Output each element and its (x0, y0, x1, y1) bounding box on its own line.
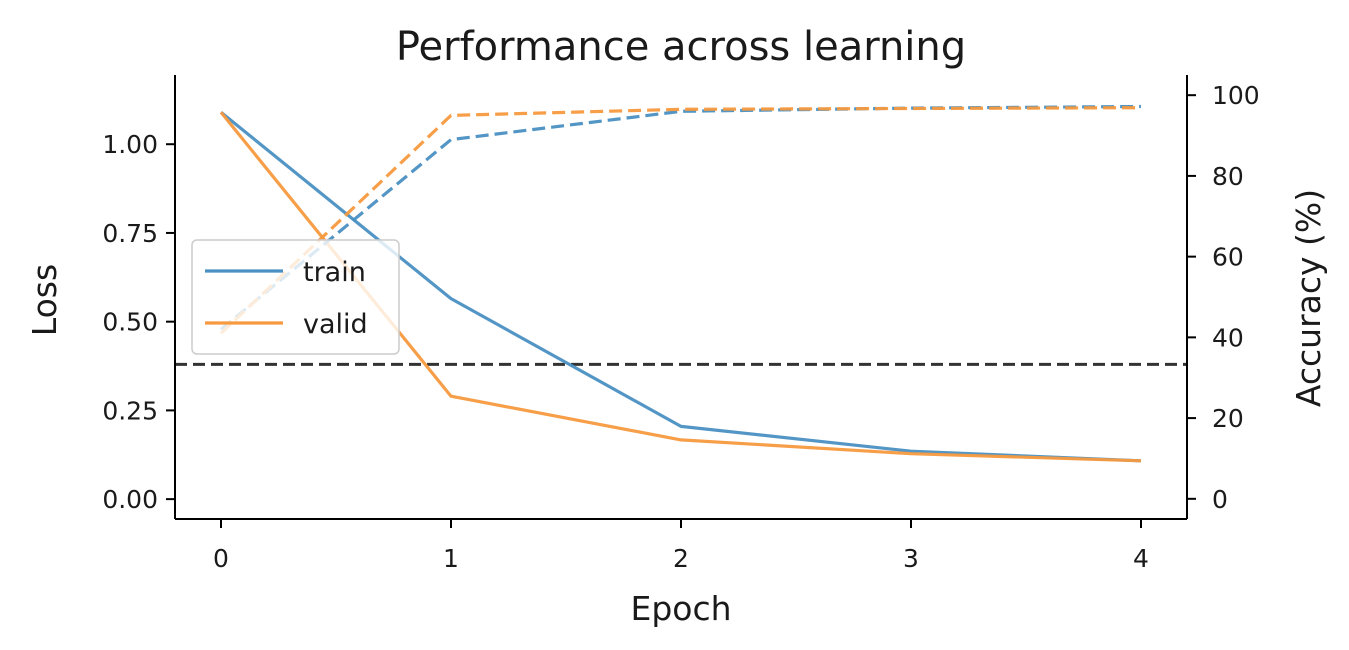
y-tick-label: 0.75 (102, 219, 158, 248)
y-tick-label: 1.00 (102, 130, 158, 159)
y2-tick-label: 0 (1212, 485, 1228, 514)
legend: train valid (191, 239, 400, 355)
x-tick-label: 1 (443, 544, 459, 573)
x-tick-label: 2 (673, 544, 689, 573)
x-axis-title: Epoch (630, 589, 731, 628)
loss-line-train (219, 111, 1142, 463)
y2-tick-label: 40 (1212, 323, 1244, 352)
legend-label-train: train (303, 257, 366, 288)
y2-tick-label: 100 (1212, 81, 1260, 110)
y-tick-label: 0.00 (102, 485, 158, 514)
ticks: 0 1 2 3 4 0.00 0.25 0.50 0.75 1.00 0 20 40 60 80 100 (102, 81, 1259, 573)
y-tick-label: 0.50 (102, 308, 158, 337)
y-tick-label: 0.25 (102, 396, 158, 425)
x-tick-label: 4 (1133, 544, 1149, 573)
legend-label-valid: valid (303, 309, 368, 340)
x-tick-label: 0 (213, 544, 229, 573)
y2-tick-label: 60 (1212, 243, 1244, 272)
y-axis-title: Loss (25, 264, 64, 336)
y2-tick-label: 20 (1212, 404, 1244, 433)
y2-tick-label: 80 (1212, 162, 1244, 191)
legend-box (191, 239, 400, 355)
accuracy-line-series-2 (219, 104, 1142, 331)
y2-axis-title: Accuracy (%) (1289, 189, 1328, 407)
x-tick-label: 3 (903, 544, 919, 573)
accuracy-line-series-3 (219, 106, 1142, 335)
chart-title: Performance across learning (396, 24, 966, 70)
